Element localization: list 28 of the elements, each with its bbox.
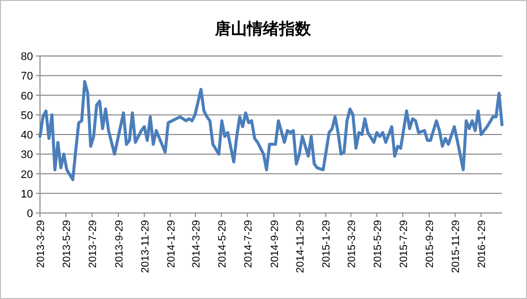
x-tick-label: 2015-1-29 <box>320 220 333 268</box>
y-tick-label: 40 <box>20 130 33 142</box>
x-tick-label: 2013-3-29 <box>35 220 47 268</box>
x-tick-label: 2013-7-29 <box>86 220 99 268</box>
y-tick-label: 30 <box>20 149 33 162</box>
x-tick-label: 2015-5-29 <box>372 220 384 268</box>
title: 唐山情绪指数 <box>215 21 311 38</box>
x-tick-label: 2014-9-29 <box>268 220 281 268</box>
y-tick-label: 50 <box>20 110 33 122</box>
x-tick-label: 2015-9-29 <box>424 220 436 268</box>
x-tick-label: 2014-3-29 <box>190 220 202 268</box>
y-tick-label: 0 <box>26 208 33 220</box>
x-tick-label: 2015-7-29 <box>398 220 410 268</box>
x-tick-label: 2014-7-29 <box>242 220 254 268</box>
y-tick-label: 80 <box>20 51 33 63</box>
x-tick-label: 2015-3-29 <box>346 220 358 268</box>
x-tick-label: 2014-1-29 <box>165 220 178 268</box>
y-tick-label: 20 <box>20 168 33 181</box>
y-tick-label: 70 <box>20 70 33 83</box>
x-tick-label: 2013-11-29 <box>139 220 152 273</box>
x-tick-label: 2014-5-29 <box>216 220 228 268</box>
x-tick-label: 2016-1-29 <box>476 220 488 268</box>
y-tick-label: 10 <box>20 188 33 200</box>
x-tick-label: 2015-11-29 <box>450 220 462 273</box>
x-tick-label: 2013-9-29 <box>113 220 126 268</box>
y-tick-label: 60 <box>20 90 33 102</box>
x-tick-label: 2014-11-29 <box>294 220 307 273</box>
x-tick-label: 2013-5-29 <box>60 220 73 268</box>
